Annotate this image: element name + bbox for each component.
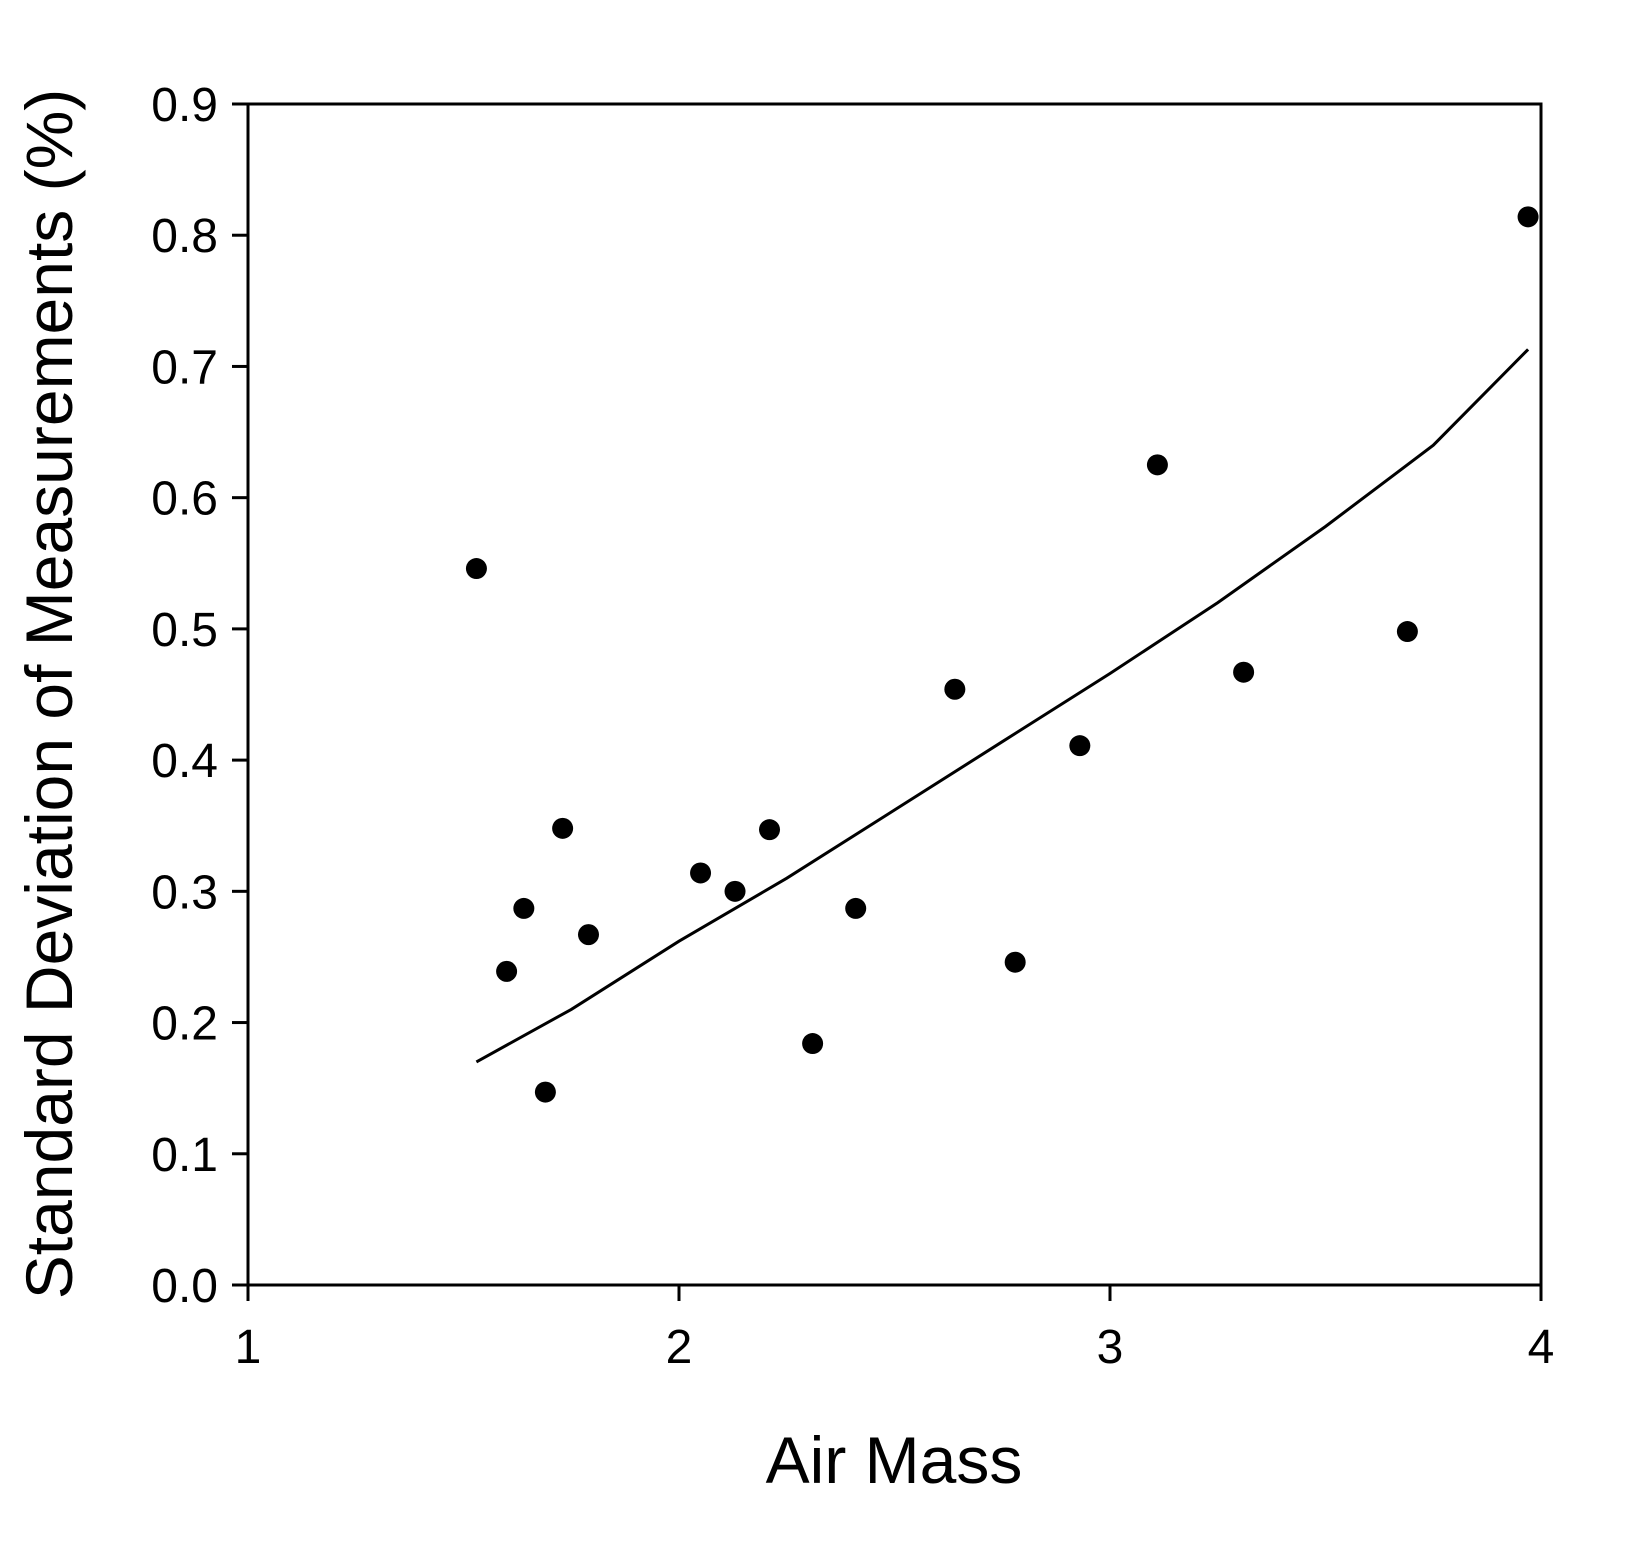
x-tick-label: 2: [666, 1321, 693, 1374]
data-point: [724, 880, 746, 902]
data-point: [759, 819, 781, 841]
x-axis-label: Air Mass: [766, 1423, 1023, 1497]
y-tick-label: 0.8: [151, 210, 218, 263]
y-tick-label: 0.7: [151, 341, 218, 394]
data-point: [802, 1033, 824, 1055]
data-point: [1146, 454, 1168, 476]
data-point: [465, 558, 487, 580]
data-point: [552, 817, 574, 839]
y-tick-label: 0.0: [151, 1260, 218, 1313]
y-tick-label: 0.5: [151, 604, 218, 657]
data-point: [1069, 735, 1091, 757]
data-point: [534, 1081, 556, 1103]
x-tick-label: 4: [1528, 1321, 1555, 1374]
y-tick-label: 0.3: [151, 866, 218, 919]
data-point: [690, 862, 712, 884]
data-point: [1004, 951, 1026, 973]
y-tick-label: 0.1: [151, 1129, 218, 1182]
x-tick-label: 1: [235, 1321, 262, 1374]
y-tick-label: 0.4: [151, 735, 218, 788]
data-point: [845, 897, 867, 919]
y-axis-label: Standard Deviation of Measurements (%): [12, 89, 86, 1300]
data-point: [496, 960, 518, 982]
plot-frame: [246, 102, 1543, 1287]
data-point: [1396, 621, 1418, 643]
y-tick-label: 0.2: [151, 998, 218, 1051]
data-point: [1233, 661, 1255, 683]
data-point: [944, 678, 966, 700]
fit-line: [475, 348, 1530, 1064]
y-tick-label: 0.6: [151, 473, 218, 526]
data-point: [577, 924, 599, 946]
data-point: [1517, 206, 1539, 228]
y-tick-label: 0.9: [151, 79, 218, 132]
data-point: [513, 897, 535, 919]
x-tick-label: 3: [1097, 1321, 1124, 1374]
